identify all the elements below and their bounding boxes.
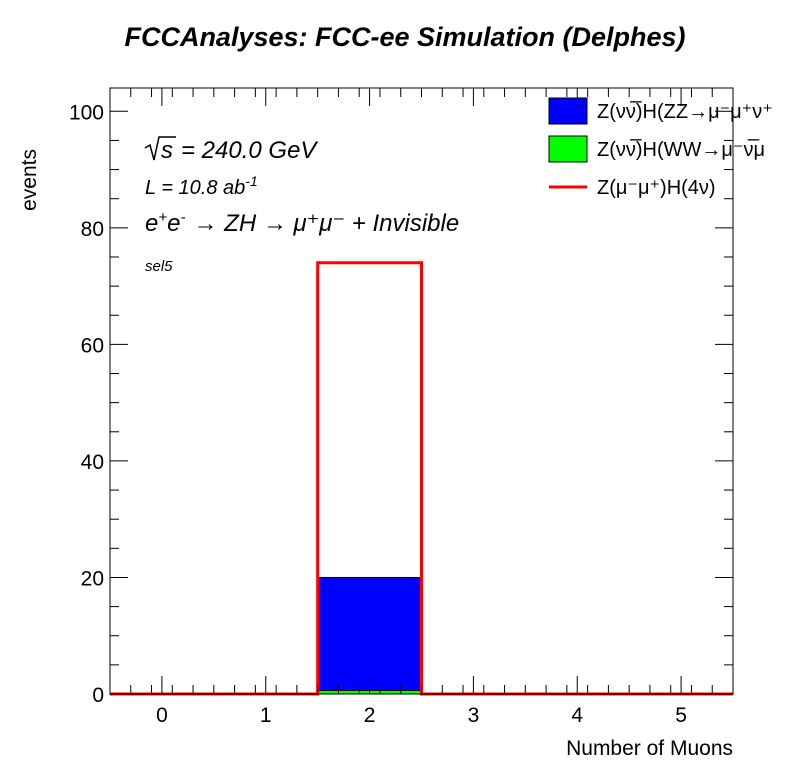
sqrt-s-value: = 240.0 GeV bbox=[181, 137, 318, 164]
x-tick-label: 0 bbox=[156, 704, 168, 727]
chart-title: FCCAnalyses: FCC-ee Simulation (Delphes) bbox=[124, 22, 685, 52]
tick-marks bbox=[109, 88, 734, 695]
process-annotation: e+e- → ZH → μ⁺μ⁻ + Invisible bbox=[145, 209, 459, 237]
beam-positron-charge: - bbox=[180, 209, 185, 226]
x-axis-label: Number of Muons bbox=[566, 737, 733, 760]
bar-0000ff-bin-2 bbox=[317, 576, 422, 692]
histogram-bars bbox=[110, 261, 733, 696]
beam-electron: e bbox=[145, 210, 158, 237]
y-tick-label: 80 bbox=[81, 218, 104, 241]
sqrt-s-annotation: s = 240.0 GeV bbox=[144, 136, 318, 164]
x-tick-label: 3 bbox=[468, 704, 480, 727]
sqrt-symbol bbox=[144, 136, 176, 161]
selection-label: sel5 bbox=[145, 258, 173, 275]
process-text: → ZH → μ⁺μ⁻ + Invisible bbox=[193, 210, 459, 237]
x-tick-label: 5 bbox=[675, 704, 687, 727]
x-tick-label: 2 bbox=[364, 704, 376, 727]
luminosity-text: L = 10.8 ab bbox=[145, 177, 245, 199]
beam-positron: e bbox=[167, 210, 180, 237]
luminosity-exponent: -1 bbox=[245, 173, 257, 189]
y-tick-label: 60 bbox=[81, 334, 104, 357]
y-axis-label: events bbox=[18, 149, 41, 211]
signal-line-histogram bbox=[110, 261, 733, 696]
legend-label-3: Z(μ⁻μ⁺)H(4ν) bbox=[597, 177, 716, 199]
beam-electron-charge: + bbox=[158, 209, 167, 226]
x-tick-label: 4 bbox=[571, 704, 583, 727]
y-tick-label: 40 bbox=[81, 451, 104, 474]
sqrt-s-symbol: s bbox=[161, 137, 173, 164]
annotations: s = 240.0 GeV L = 10.8 ab-1 e+e- → ZH → μ… bbox=[144, 136, 459, 275]
y-tick-label: 20 bbox=[81, 567, 104, 590]
tick-labels: 0 20 40 60 80 100 0 1 2 3 4 5 bbox=[69, 101, 687, 727]
y-tick-label: 0 bbox=[92, 684, 104, 707]
legend-swatch-2 bbox=[548, 135, 588, 163]
y-tick-label: 100 bbox=[69, 101, 104, 124]
legend-label-1: Z(νν̅)H(ZZ→μ⁻μ⁺ν⁺ bbox=[597, 100, 773, 123]
legend-swatch-1 bbox=[548, 97, 588, 125]
legend-label-2: Z(νν̅)H(WW→μ⁻ν̅μ bbox=[597, 138, 765, 161]
legend: Z(νν̅)H(ZZ→μ⁻μ⁺ν⁺ Z(νν̅)H(WW→μ⁻ν̅μ Z(μ⁻μ⁺)… bbox=[548, 97, 773, 199]
x-tick-label: 1 bbox=[260, 704, 272, 727]
luminosity-annotation: L = 10.8 ab-1 bbox=[145, 173, 258, 199]
